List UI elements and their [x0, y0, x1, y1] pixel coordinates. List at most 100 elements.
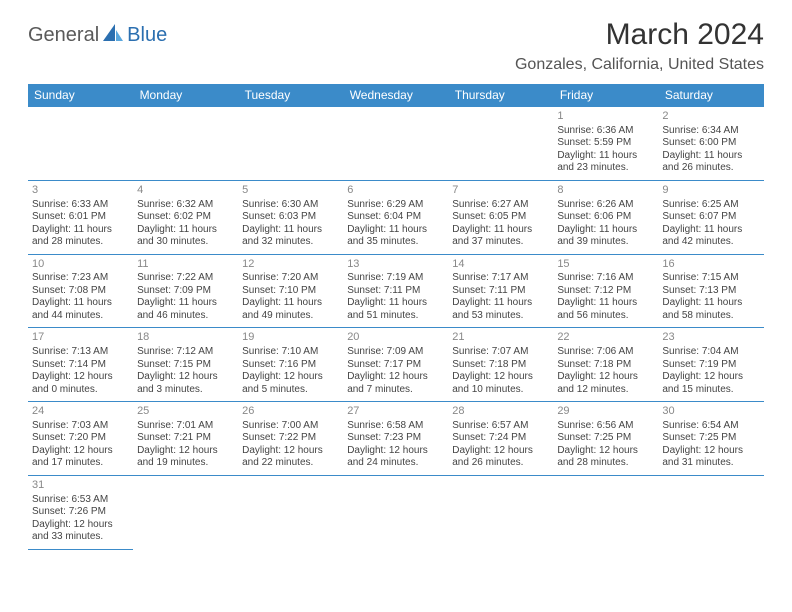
day-cell	[238, 107, 343, 181]
day-number: 23	[662, 331, 759, 345]
day-cell	[133, 107, 238, 181]
day-info-line: Sunrise: 7:17 AM	[452, 272, 549, 285]
header: General Blue March 2024 Gonzales, Califo…	[28, 18, 764, 74]
day-info-line: Sunset: 7:19 PM	[662, 359, 759, 372]
day-cell: 25Sunrise: 7:01 AMSunset: 7:21 PMDayligh…	[133, 402, 238, 476]
day-cell: 26Sunrise: 7:00 AMSunset: 7:22 PMDayligh…	[238, 402, 343, 476]
title-block: March 2024 Gonzales, California, United …	[515, 18, 764, 74]
day-info-line: Sunrise: 7:19 AM	[347, 272, 444, 285]
day-cell: 31Sunrise: 6:53 AMSunset: 7:26 PMDayligh…	[28, 475, 133, 549]
day-info-line: and 53 minutes.	[452, 310, 549, 323]
location-text: Gonzales, California, United States	[515, 56, 764, 74]
day-number: 28	[452, 405, 549, 419]
weekday-wednesday: Wednesday	[343, 84, 448, 107]
day-info-line: Sunrise: 7:13 AM	[32, 346, 129, 359]
day-info-line: and 3 minutes.	[137, 384, 234, 397]
day-cell	[343, 475, 448, 549]
day-info-line: Daylight: 11 hours	[662, 297, 759, 310]
day-info-line: and 56 minutes.	[557, 310, 654, 323]
day-info-line: Sunrise: 7:22 AM	[137, 272, 234, 285]
day-info-line: Sunset: 7:20 PM	[32, 432, 129, 445]
day-number: 13	[347, 258, 444, 272]
day-info-line: Sunrise: 6:34 AM	[662, 125, 759, 138]
day-info-line: Sunrise: 6:25 AM	[662, 199, 759, 212]
day-info-line: and 5 minutes.	[242, 384, 339, 397]
day-info-line: Sunset: 7:08 PM	[32, 285, 129, 298]
day-number: 1	[557, 110, 654, 124]
day-info-line: Daylight: 12 hours	[452, 445, 549, 458]
day-number: 5	[242, 184, 339, 198]
sail-icon	[103, 24, 125, 47]
day-number: 30	[662, 405, 759, 419]
day-number: 27	[347, 405, 444, 419]
day-info-line: Daylight: 12 hours	[347, 445, 444, 458]
day-info-line: Sunset: 7:23 PM	[347, 432, 444, 445]
day-number: 18	[137, 331, 234, 345]
week-row: 24Sunrise: 7:03 AMSunset: 7:20 PMDayligh…	[28, 402, 764, 476]
day-number: 20	[347, 331, 444, 345]
day-info-line: Sunset: 7:24 PM	[452, 432, 549, 445]
day-info-line: Sunrise: 6:27 AM	[452, 199, 549, 212]
day-info-line: Sunset: 7:12 PM	[557, 285, 654, 298]
day-info-line: Sunset: 7:25 PM	[662, 432, 759, 445]
day-number: 25	[137, 405, 234, 419]
day-info-line: Daylight: 11 hours	[557, 224, 654, 237]
day-info-line: Sunset: 7:10 PM	[242, 285, 339, 298]
day-info-line: Sunset: 7:09 PM	[137, 285, 234, 298]
day-info-line: Sunrise: 6:30 AM	[242, 199, 339, 212]
day-number: 8	[557, 184, 654, 198]
day-info-line: and 39 minutes.	[557, 236, 654, 249]
day-info-line: Daylight: 12 hours	[242, 445, 339, 458]
day-info-line: Sunrise: 6:53 AM	[32, 494, 129, 507]
day-number: 9	[662, 184, 759, 198]
day-info-line: and 7 minutes.	[347, 384, 444, 397]
day-cell: 9Sunrise: 6:25 AMSunset: 6:07 PMDaylight…	[658, 180, 763, 254]
day-info-line: and 24 minutes.	[347, 457, 444, 470]
day-info-line: Sunset: 7:16 PM	[242, 359, 339, 372]
day-info-line: Sunrise: 6:54 AM	[662, 420, 759, 433]
day-info-line: and 26 minutes.	[452, 457, 549, 470]
day-info-line: Sunset: 7:18 PM	[557, 359, 654, 372]
day-info-line: Daylight: 11 hours	[347, 297, 444, 310]
day-info-line: Sunset: 6:07 PM	[662, 211, 759, 224]
day-info-line: Daylight: 11 hours	[662, 150, 759, 163]
day-info-line: and 26 minutes.	[662, 162, 759, 175]
day-info-line: Sunset: 7:11 PM	[347, 285, 444, 298]
week-row: 1Sunrise: 6:36 AMSunset: 5:59 PMDaylight…	[28, 107, 764, 181]
day-cell	[343, 107, 448, 181]
day-info-line: Sunset: 7:18 PM	[452, 359, 549, 372]
day-cell: 13Sunrise: 7:19 AMSunset: 7:11 PMDayligh…	[343, 254, 448, 328]
day-info-line: and 19 minutes.	[137, 457, 234, 470]
week-row: 17Sunrise: 7:13 AMSunset: 7:14 PMDayligh…	[28, 328, 764, 402]
day-info-line: Sunrise: 7:00 AM	[242, 420, 339, 433]
day-cell: 19Sunrise: 7:10 AMSunset: 7:16 PMDayligh…	[238, 328, 343, 402]
day-cell	[448, 475, 553, 549]
day-info-line: Sunset: 6:06 PM	[557, 211, 654, 224]
weekday-sunday: Sunday	[28, 84, 133, 107]
day-cell: 15Sunrise: 7:16 AMSunset: 7:12 PMDayligh…	[553, 254, 658, 328]
day-info-line: Sunset: 7:13 PM	[662, 285, 759, 298]
day-cell: 23Sunrise: 7:04 AMSunset: 7:19 PMDayligh…	[658, 328, 763, 402]
day-info-line: Daylight: 12 hours	[32, 371, 129, 384]
day-info-line: and 10 minutes.	[452, 384, 549, 397]
day-info-line: Sunrise: 6:36 AM	[557, 125, 654, 138]
day-number: 7	[452, 184, 549, 198]
weekday-thursday: Thursday	[448, 84, 553, 107]
logo-text-blue: Blue	[127, 24, 167, 47]
day-info-line: and 35 minutes.	[347, 236, 444, 249]
day-info-line: Sunrise: 7:12 AM	[137, 346, 234, 359]
day-info-line: Daylight: 12 hours	[32, 445, 129, 458]
day-cell: 28Sunrise: 6:57 AMSunset: 7:24 PMDayligh…	[448, 402, 553, 476]
day-cell	[133, 475, 238, 549]
day-info-line: and 28 minutes.	[32, 236, 129, 249]
day-info-line: Sunset: 6:02 PM	[137, 211, 234, 224]
day-info-line: Sunrise: 6:26 AM	[557, 199, 654, 212]
day-cell: 18Sunrise: 7:12 AMSunset: 7:15 PMDayligh…	[133, 328, 238, 402]
day-info-line: Daylight: 11 hours	[557, 150, 654, 163]
day-info-line: Sunrise: 7:16 AM	[557, 272, 654, 285]
day-cell: 14Sunrise: 7:17 AMSunset: 7:11 PMDayligh…	[448, 254, 553, 328]
weekday-header-row: Sunday Monday Tuesday Wednesday Thursday…	[28, 84, 764, 107]
day-info-line: and 22 minutes.	[242, 457, 339, 470]
day-info-line: Sunrise: 7:09 AM	[347, 346, 444, 359]
day-info-line: and 33 minutes.	[32, 531, 129, 544]
